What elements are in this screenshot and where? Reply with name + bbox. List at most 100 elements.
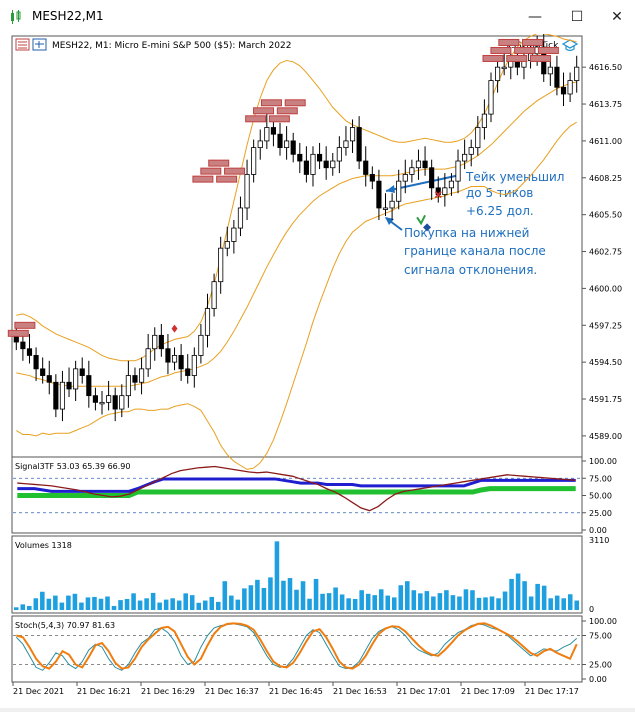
- volume-bar: [470, 590, 475, 610]
- buy-signal-marker: [416, 214, 426, 226]
- resistance-level-box: [490, 46, 512, 54]
- candle-body: [26, 348, 33, 356]
- candle-body: [422, 160, 428, 169]
- take-profit-line-1: Тейк уменьшил: [465, 170, 564, 184]
- stoch-axis-label: 0.00: [589, 675, 607, 684]
- volume-bar: [405, 581, 410, 610]
- volume-bar: [33, 598, 39, 610]
- candle-body: [323, 160, 329, 169]
- volume-bar: [561, 598, 566, 610]
- resistance-level-box: [537, 46, 559, 54]
- price-axis-label: 4613.75: [589, 100, 622, 109]
- volume-bar: [476, 597, 482, 610]
- candle-body: [224, 241, 230, 249]
- maximize-button[interactable]: ☐: [570, 9, 584, 25]
- candle-body: [382, 207, 389, 210]
- chart-canvas[interactable]: MESH22, M1: Micro E-mini S&P 500 ($5): M…: [0, 32, 635, 708]
- candle-body: [554, 66, 560, 88]
- close-button[interactable]: ✕: [611, 9, 623, 25]
- candle-body: [560, 86, 567, 95]
- volume-bar: [313, 578, 319, 610]
- volume-bar: [255, 579, 260, 610]
- price-axis-label: 4591.75: [589, 395, 622, 404]
- candle-body: [303, 160, 309, 175]
- candle-body: [415, 160, 422, 169]
- candle-body: [574, 66, 580, 81]
- take-profit-arrow-head: [386, 185, 395, 193]
- bollinger-middle-line: [16, 81, 577, 387]
- candle-body: [310, 153, 316, 175]
- resistance-level-box: [529, 54, 551, 62]
- volume-bar: [13, 607, 19, 610]
- volume-bar: [27, 605, 32, 610]
- candle-body: [330, 160, 336, 169]
- candle-body: [132, 375, 138, 383]
- candle-body: [99, 401, 105, 405]
- sell-signal-marker: [171, 324, 178, 333]
- chart-area[interactable]: MESH22, M1: Micro E-mini S&P 500 ($5): M…: [0, 32, 635, 708]
- volume-bar: [53, 595, 58, 610]
- volume-bar: [183, 593, 188, 610]
- chart-symbol-description: MESH22, M1: Micro E-mini S&P 500 ($5): M…: [52, 41, 291, 51]
- signal-axis-label: 75.00: [589, 474, 612, 483]
- graduation-cap-icon[interactable]: [561, 39, 579, 52]
- price-axis-label: 4597.25: [589, 321, 622, 330]
- candle-body: [178, 355, 184, 370]
- volume-bar: [170, 598, 175, 610]
- candle-body: [106, 395, 112, 403]
- candle-body: [257, 140, 263, 149]
- volume-bar: [287, 578, 293, 610]
- volume-bar: [92, 596, 97, 610]
- candle-body: [455, 160, 461, 182]
- candle-body: [138, 368, 145, 383]
- price-axis-label: 4600.00: [589, 284, 622, 293]
- volume-bar: [105, 596, 110, 610]
- volume-panel-title: Volumes 1318: [15, 541, 72, 550]
- buy-note-line-2: границе канала после: [404, 244, 546, 258]
- candle-body: [125, 375, 131, 397]
- time-axis-label: 21 Dec 2021: [13, 687, 64, 696]
- volume-bar: [554, 595, 560, 610]
- volume-bar: [450, 595, 456, 610]
- candle-body: [409, 167, 415, 175]
- menu-lines-icon[interactable]: [15, 38, 30, 51]
- candle-body: [59, 381, 66, 410]
- volume-bar: [202, 600, 208, 610]
- candle-body: [53, 381, 59, 410]
- volume-bar: [235, 599, 241, 610]
- annotations: Тейк уменьшил до 5 тиков +6.25 дол. Поку…: [385, 170, 564, 277]
- volume-bar: [85, 597, 91, 610]
- volume-bar: [444, 590, 449, 610]
- resistance-level-box: [192, 175, 214, 183]
- candle-body: [270, 127, 277, 135]
- resistance-level-box: [522, 38, 544, 46]
- volume-bar: [502, 591, 508, 610]
- volume-bar: [124, 598, 130, 610]
- take-profit-line-2: до 5 тиков: [466, 186, 533, 200]
- volume-bar: [157, 602, 162, 610]
- volume-bar: [118, 600, 123, 610]
- price-axis-label: 4589.00: [589, 432, 622, 441]
- volume-bar: [359, 590, 364, 610]
- grid-settings-icon[interactable]: [32, 38, 47, 51]
- volume-bar: [274, 541, 280, 610]
- volume-bar: [150, 592, 156, 610]
- buy-note-line-3: сигнала отклонения.: [404, 263, 537, 277]
- time-axis-label: 21 Dec 17:01: [397, 687, 451, 696]
- candle-body: [547, 66, 553, 75]
- candle-body: [448, 180, 455, 189]
- candle-body: [251, 147, 257, 175]
- candle-body: [66, 381, 72, 390]
- volume-bar: [248, 585, 254, 610]
- candle-body: [290, 140, 296, 155]
- candle-body: [231, 227, 237, 242]
- resistance-level-box: [224, 167, 246, 175]
- minimize-button[interactable]: —: [528, 9, 542, 25]
- candle-body: [402, 174, 408, 182]
- candle-body: [145, 348, 151, 370]
- resistance-level-box: [14, 321, 36, 329]
- volume-bar: [163, 599, 169, 610]
- stoch-axis-label: 75.00: [589, 632, 612, 641]
- volume-bar: [222, 581, 228, 610]
- volume-bar: [176, 600, 182, 610]
